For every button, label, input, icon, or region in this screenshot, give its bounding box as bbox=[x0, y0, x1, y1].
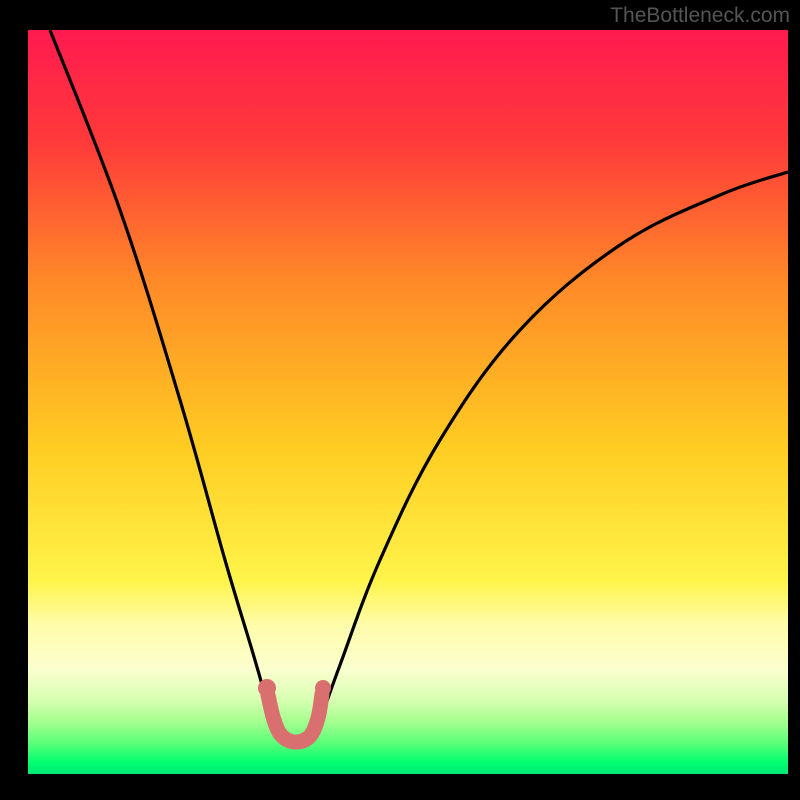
watermark-text: TheBottleneck.com bbox=[610, 4, 790, 28]
bottleneck-chart bbox=[0, 0, 800, 800]
optimal-marker-dot bbox=[315, 680, 331, 696]
optimal-marker-dot bbox=[258, 679, 276, 697]
plot-background bbox=[28, 30, 788, 774]
